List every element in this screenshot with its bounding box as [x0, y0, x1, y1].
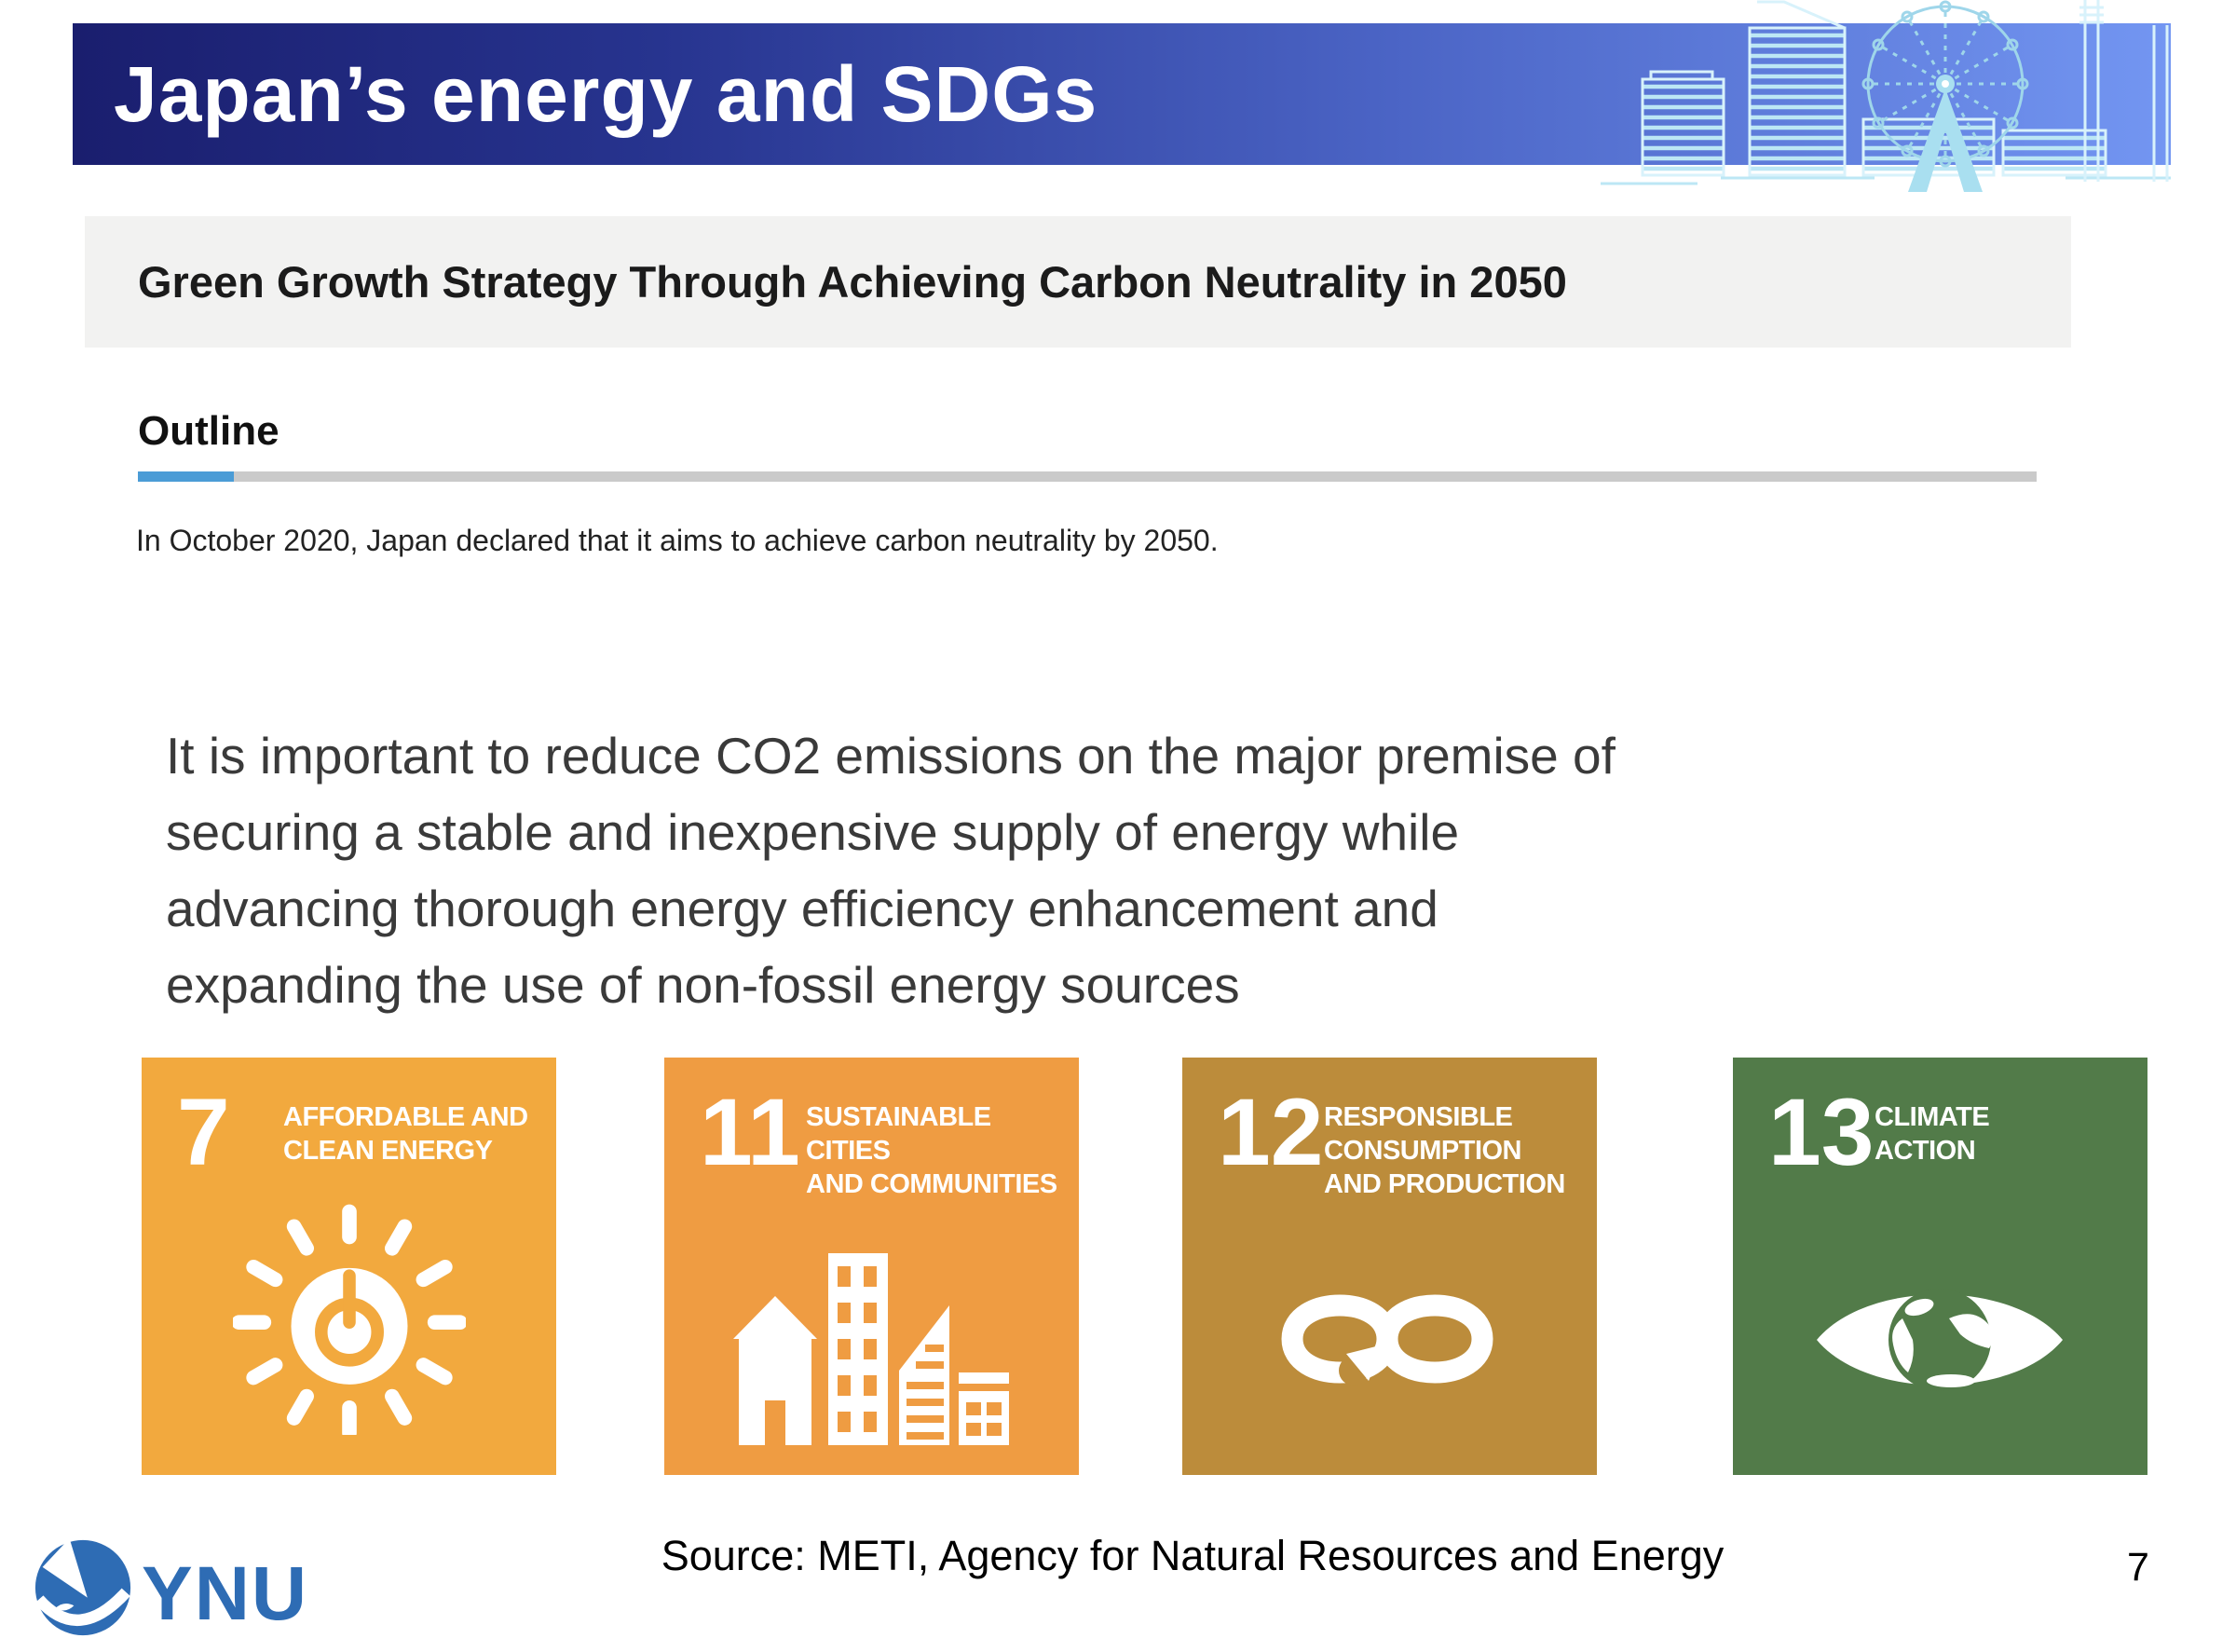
- statement-line: advancing thorough energy efficiency enh…: [166, 880, 1438, 937]
- city-buildings-icon: [733, 1253, 1009, 1445]
- sun-power-icon: [233, 1204, 466, 1435]
- strategy-banner: Green Growth Strategy Through Achieving …: [85, 216, 2071, 348]
- outline-heading: Outline: [138, 408, 280, 454]
- outline-note: In October 2020, Japan declared that it …: [136, 524, 1219, 557]
- sdg-11-card: 11 SUSTAINABLE CITIES AND COMMUNITIES: [664, 1058, 1079, 1475]
- sdg-13-card: 13 CLIMATE ACTION: [1733, 1058, 2147, 1475]
- key-statement: It is important to reduce CO2 emissions …: [166, 717, 1616, 1023]
- statement-line: expanding the use of non-fossil energy s…: [166, 956, 1240, 1014]
- sdg-11-number: 11: [700, 1079, 800, 1185]
- sdg-13-number: 13: [1768, 1079, 1875, 1185]
- slide-title: Japan’s energy and SDGs: [114, 49, 1098, 138]
- sdg-12-card: 12 RESPONSIBLE CONSUMPTION AND PRODUCTIO…: [1182, 1058, 1597, 1475]
- ferris-wheel-illustration: [1861, 0, 2029, 192]
- ynu-logo-text: YNU: [142, 1551, 309, 1636]
- strategy-text: Green Growth Strategy Through Achieving …: [138, 257, 1567, 307]
- infinity-arrow-icon: [1281, 1294, 1493, 1386]
- section-divider: [138, 471, 2037, 482]
- sdg-12-number: 12: [1218, 1079, 1324, 1185]
- page-number: 7: [2127, 1545, 2149, 1590]
- divider-accent: [138, 471, 234, 482]
- sdg-7-card: 7 AFFORDABLE AND CLEAN ENERGY: [142, 1058, 556, 1475]
- sdg-11-label: SUSTAINABLE CITIES AND COMMUNITIES: [806, 1102, 1057, 1199]
- sdg-7-label: AFFORDABLE AND CLEAN ENERGY: [283, 1102, 528, 1166]
- source-citation: Source: METI, Agency for Natural Resourc…: [661, 1532, 1725, 1579]
- city-skyline-illustration: [1601, 0, 2171, 192]
- sdg-12-label: RESPONSIBLE CONSUMPTION AND PRODUCTION: [1324, 1102, 1565, 1199]
- statement-line: securing a stable and inexpensive supply…: [166, 803, 1460, 861]
- eye-globe-icon: [1817, 1289, 2063, 1391]
- sdg-13-label: CLIMATE ACTION: [1875, 1102, 1990, 1166]
- statement-line: It is important to reduce CO2 emissions …: [166, 727, 1616, 785]
- ynu-logo: [34, 1538, 131, 1636]
- sdg-7-number: 7: [177, 1079, 230, 1185]
